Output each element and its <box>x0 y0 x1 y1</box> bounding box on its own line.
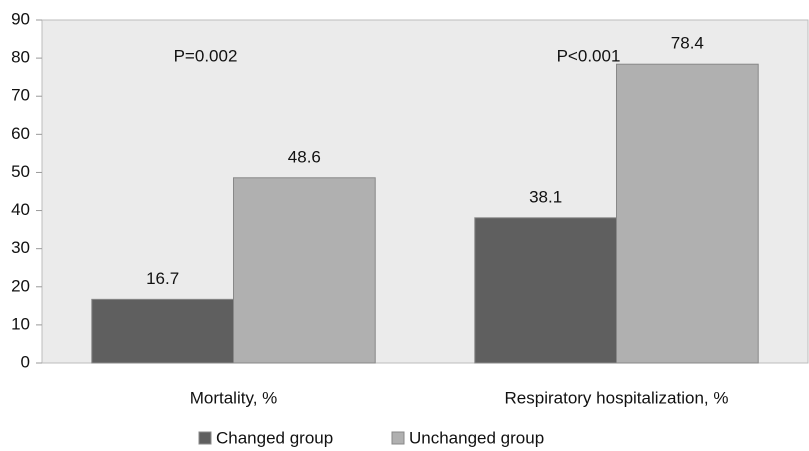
y-tick-label: 30 <box>11 238 30 257</box>
bar <box>616 63 759 364</box>
y-tick-label: 90 <box>11 9 30 28</box>
y-tick-label: 20 <box>11 276 30 295</box>
legend-swatch <box>198 431 212 445</box>
y-tick-label: 70 <box>11 86 30 105</box>
bar <box>91 298 235 364</box>
y-tick-label: 60 <box>11 124 30 143</box>
y-tick-label: 40 <box>11 200 30 219</box>
x-tick-label: Mortality, % <box>190 388 278 407</box>
legend-label: Changed group <box>216 428 333 447</box>
bar <box>474 217 618 364</box>
y-tick-label: 80 <box>11 48 30 67</box>
annotation: P<0.001 <box>557 46 621 65</box>
legend-label: Unchanged group <box>409 428 544 447</box>
legend-swatch <box>391 431 405 445</box>
annotation: P=0.002 <box>174 46 238 65</box>
value-label: 78.4 <box>671 34 704 53</box>
value-label: 38.1 <box>529 187 562 206</box>
x-tick-label: Respiratory hospitalization, % <box>505 388 729 407</box>
value-label: 48.6 <box>288 147 321 166</box>
y-tick-label: 10 <box>11 314 30 333</box>
bar <box>233 177 376 364</box>
y-tick-label: 0 <box>21 352 30 371</box>
value-label: 16.7 <box>146 269 179 288</box>
y-tick-label: 50 <box>11 162 30 181</box>
